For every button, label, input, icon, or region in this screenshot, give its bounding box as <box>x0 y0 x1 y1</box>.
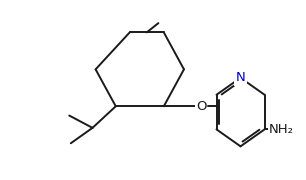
Text: O: O <box>196 100 206 113</box>
Text: N: N <box>236 71 245 84</box>
Text: NH₂: NH₂ <box>268 123 293 136</box>
